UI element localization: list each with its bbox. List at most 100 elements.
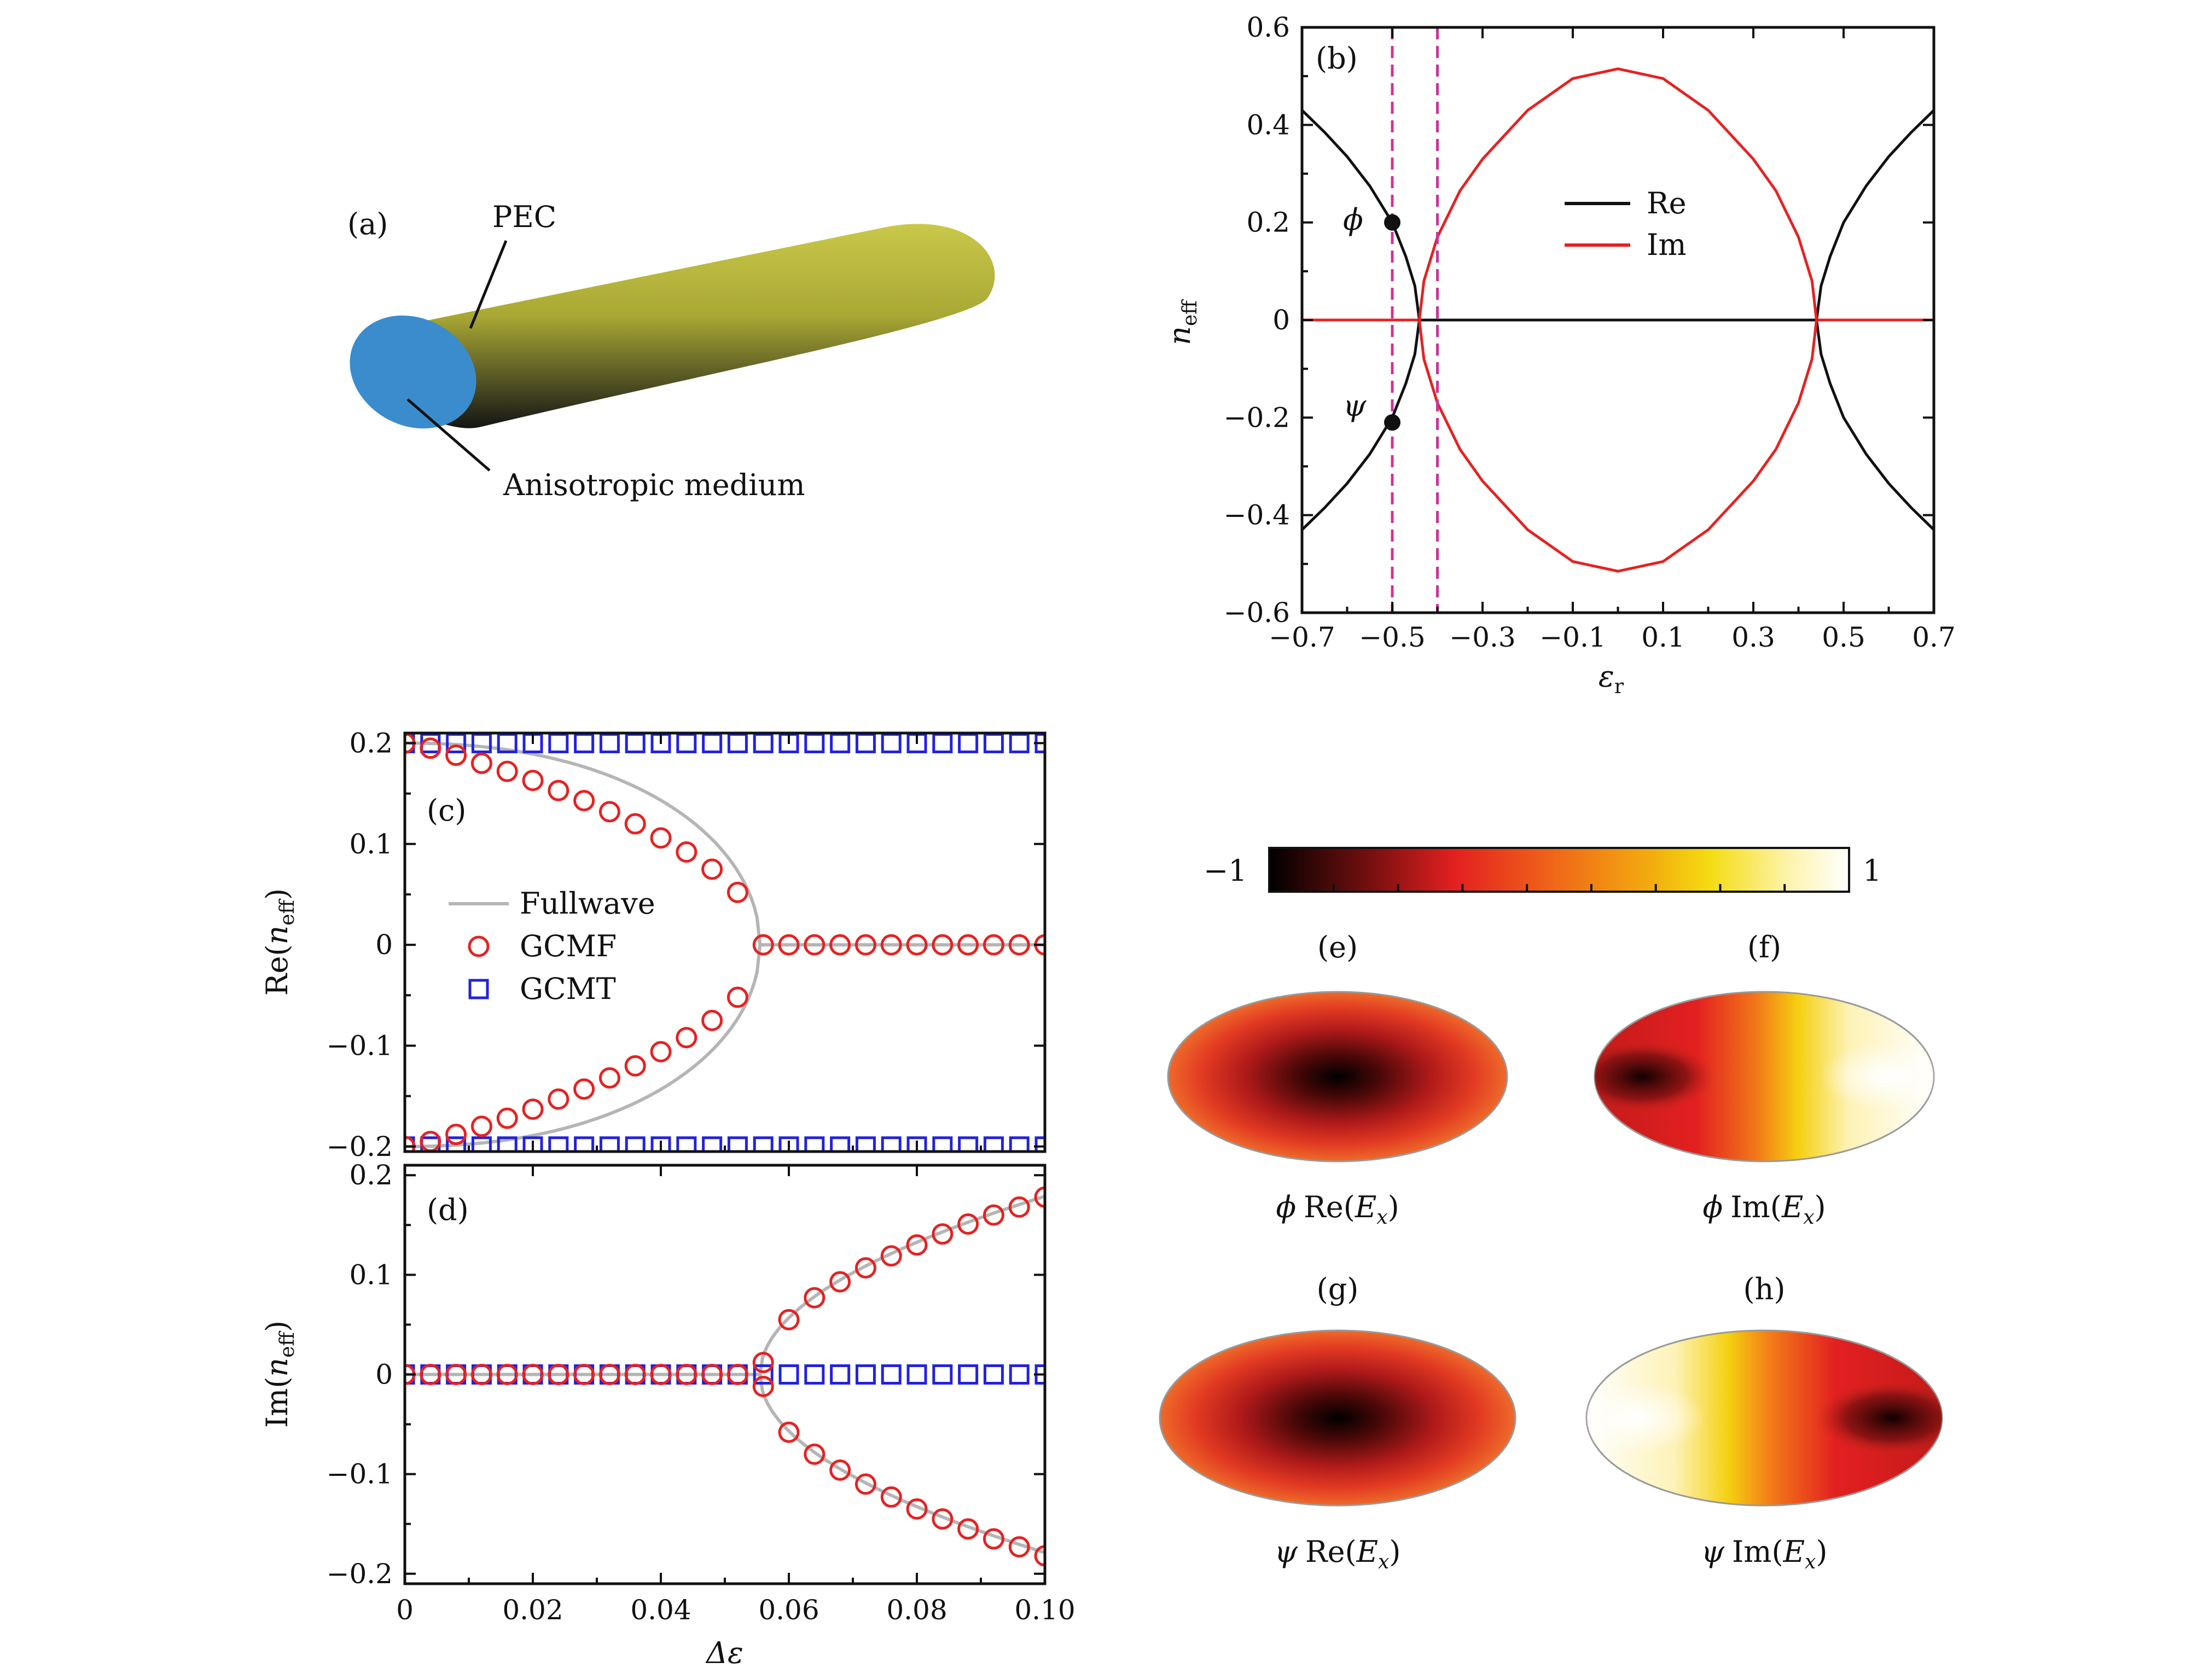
d-xtick-label: 0.02 (502, 1594, 563, 1626)
b-ytick-label: 0 (1272, 304, 1290, 336)
c-gcmf-point (957, 934, 979, 956)
b-re-lower-left (1302, 319, 1421, 531)
c-y-axis-label: Re(neff) (260, 888, 299, 996)
c-gcmt-point (702, 1136, 723, 1152)
c-gcmf-point (676, 841, 698, 863)
b-curves (1302, 67, 1934, 573)
svg-text:neff: neff (1163, 299, 1201, 345)
c-gcmf-point (726, 986, 748, 1008)
c-gcmf-point (778, 934, 800, 956)
c-gcmt-point (471, 1136, 492, 1152)
b-ytick-label: 0.2 (1246, 207, 1290, 239)
b-marker-dot-0 (1384, 214, 1400, 231)
c-gcmt-point (548, 1136, 569, 1152)
c-legend-gcmt-marker (468, 979, 489, 999)
c-gcmt-point (676, 733, 697, 753)
d-xtick-label: 0.08 (886, 1594, 947, 1626)
d-xtick-label: 0.10 (1014, 1594, 1075, 1626)
c-gcmt-point (497, 1136, 518, 1152)
c-gcmf-point (496, 1107, 518, 1129)
c-gcmt-point (676, 1136, 697, 1152)
c-gcmf-point (650, 1041, 672, 1063)
c-gcmt-point (625, 1136, 646, 1152)
c-gcmf-point (983, 934, 1004, 956)
caption-h: ψ Im(Ex) (1701, 1534, 1828, 1573)
c-gcmt-point (522, 1136, 543, 1152)
c-gcmt-point (727, 733, 748, 753)
c-gcmf-point (470, 1115, 492, 1137)
d-gcmf-point (983, 1528, 1004, 1550)
c-gcmf-point (420, 737, 441, 759)
b-marker-psi-label: ψ (1343, 388, 1367, 423)
field-map-e: (e) ϕ Re(Ex) (1167, 930, 1508, 1229)
c-ticks: −0.2 −0.1 0 0.1 0.2 (327, 727, 1046, 1162)
c-legend: Fullwave GCMF GCMT (449, 886, 655, 1006)
colorbar-min-label: −1 (1204, 853, 1247, 888)
field-f-bright-lobe (1595, 992, 1934, 1161)
c-gcmt-point (830, 733, 851, 753)
b-y-axis-label: neff (1163, 299, 1201, 345)
medium-pointer (406, 398, 491, 472)
panel-b: −0.7 −0.5 −0.3 −0.1 0.1 0.3 0.5 0.7 −0.6 −0.4 −0.2… (1163, 11, 1956, 698)
c-gcmf-point (906, 934, 928, 956)
c-gcmf-point (624, 1055, 646, 1077)
b-marker-phi-label: ϕ (1343, 202, 1363, 237)
d-gcmt-point (804, 1364, 825, 1385)
d-gcmt-point (1009, 1364, 1030, 1385)
d-gcmf-point (804, 1443, 826, 1465)
colorbar: −1 1 (1204, 847, 1881, 893)
c-gcmt-point (446, 1136, 467, 1152)
svg-text:Re(neff): Re(neff) (260, 888, 299, 996)
c-gcmt-point (958, 1136, 979, 1152)
field-map-f: (f) ϕ Im(Ex) (1594, 930, 1935, 1229)
c-ytick-label: −0.1 (327, 1030, 393, 1061)
b-ytick-label: −0.2 (1224, 402, 1290, 433)
d-gcmf-point (778, 1309, 800, 1330)
c-gcmf-point (573, 790, 595, 812)
c-gcmf-point (420, 1131, 441, 1152)
svg-text:Im(neff): Im(neff) (260, 1321, 299, 1428)
b-marker-dot-1 (1384, 414, 1400, 431)
field-map-h: (h) ψ Im(Ex) (1585, 1272, 1943, 1573)
c-gcmt-point (830, 1136, 851, 1152)
d-xtick-label: 0.06 (758, 1594, 819, 1626)
field-e-ellipse (1167, 991, 1508, 1162)
panel-d: 0 0.02 0.04 0.06 0.08 0.10 −0.2 −0.1 0 0.1 0.2 (d)… (260, 1159, 1076, 1670)
c-gcmt-point (983, 1136, 1004, 1152)
colorbar-ticks (1332, 884, 1786, 892)
c-gcmt-point (932, 1136, 953, 1152)
b-xtick-label: −0.7 (1269, 621, 1335, 653)
d-gcmf-point (752, 1352, 774, 1374)
c-gcmt-point (1009, 733, 1030, 753)
colorbar-gradient (1268, 847, 1850, 893)
d-gcmf-point (957, 1518, 979, 1540)
d-gcmf-point (1008, 1196, 1030, 1218)
d-gcmf-point (1034, 1186, 1045, 1208)
c-gcmt-point (574, 733, 595, 753)
d-gcmf-point (573, 1364, 595, 1385)
field-g-ellipse (1159, 1329, 1516, 1507)
d-fullwave-lower (758, 1374, 1045, 1554)
d-gcmf-point (880, 1486, 902, 1508)
c-gcmt-point (881, 733, 902, 753)
c-gcmf-point (496, 760, 518, 782)
d-gcmf-point (880, 1245, 902, 1267)
c-gcmt-point (625, 733, 646, 753)
c-gcmf-point (624, 813, 646, 835)
b-legend-re-label: Re (1647, 186, 1687, 220)
c-gcmf-point (804, 934, 826, 956)
c-gcmf-point (522, 770, 544, 792)
c-gcmf-point (855, 934, 876, 956)
d-gcmf-point (983, 1204, 1004, 1226)
d-gcmf-point (726, 1364, 748, 1385)
c-gcmt-point (778, 1136, 799, 1152)
panel-f-label: (f) (1747, 930, 1781, 964)
caption-g: ψ Re(Ex) (1275, 1534, 1401, 1573)
d-gcmf-point (496, 1364, 518, 1385)
c-gcmf-point (829, 934, 851, 956)
d-gcmt-point (753, 1364, 774, 1385)
c-legend-gcmf-marker (468, 935, 490, 957)
d-ytick-label: −0.1 (327, 1458, 393, 1490)
d-panel-label: (d) (427, 1193, 469, 1227)
c-gcmt-point (804, 733, 825, 753)
